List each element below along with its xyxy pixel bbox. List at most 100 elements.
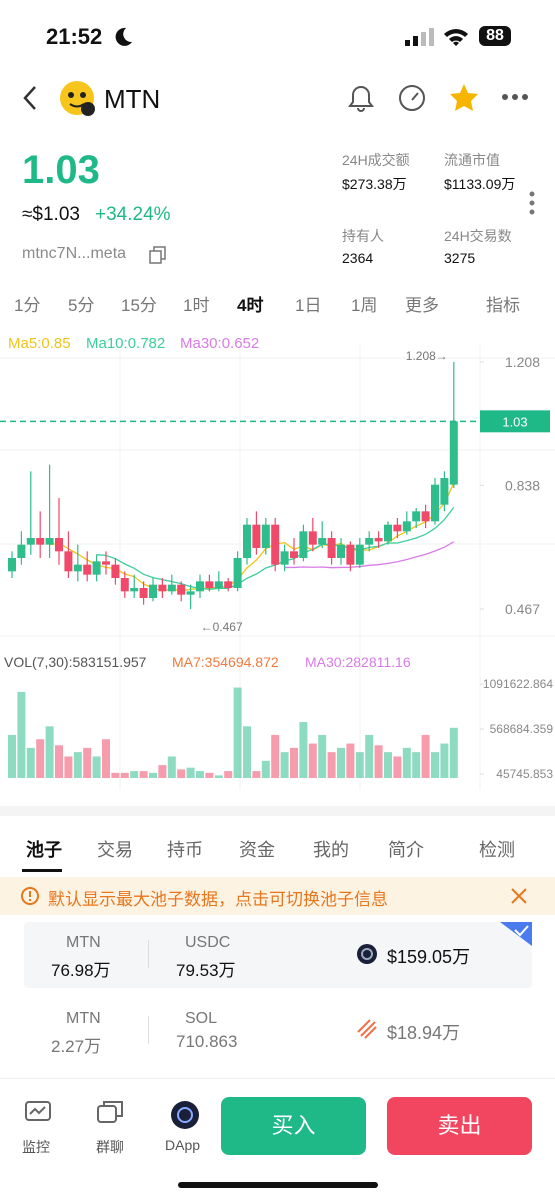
volume-bar [64,756,73,778]
nav-label[interactable]: DApp [165,1137,201,1153]
section-tab[interactable]: 资金 [239,840,275,860]
volume-bar [167,756,176,778]
pool-amount: 76.98万 [51,961,111,980]
back-button[interactable] [20,84,40,112]
volume-bar [73,752,82,778]
volume-bar [271,734,280,778]
current-price-label: 1.03 [502,414,527,429]
dapp-icon[interactable] [170,1100,200,1130]
more-icon[interactable] [502,93,528,101]
kline-chart: 0.467 0.838 1.208 45745.853 568684.359 109162… [0,335,555,790]
candle-body [177,584,186,595]
volume-bar [346,743,355,778]
pool-selected[interactable] [24,922,532,988]
volume-bar [308,743,317,778]
selected-check [500,922,532,946]
candle-body [196,581,204,592]
section-tab[interactable]: 池子 [26,840,62,860]
volume-bar [355,752,364,778]
candle-body [412,511,421,522]
timeframe-tab[interactable]: 1周 [351,296,378,315]
ma-label: Ma30:0.652 [180,335,259,352]
nav-label[interactable]: 群聊 [96,1139,124,1155]
volume-bar [365,734,374,778]
timeframe-tab[interactable]: 1日 [295,296,322,315]
ma-label: Ma10:0.782 [86,335,165,352]
notice-close[interactable] [510,887,528,905]
token-logo [60,81,95,116]
candle-body [318,538,327,545]
pool-icon [357,1019,377,1039]
timeframe-tab[interactable]: 4时 [237,296,264,315]
candle-body [26,538,35,545]
pool-token: SOL [185,1010,218,1027]
section-tab[interactable]: 交易 [97,840,133,860]
section-tab[interactable]: 我的 [313,840,349,860]
notice-text: 默认显示最大池子数据，点击可切换池子信息 [48,890,388,909]
timeframe-tab[interactable]: 15分 [121,296,157,315]
token-name: MTN [104,84,161,114]
speed-icon[interactable] [397,84,427,112]
volume-bar [26,747,35,778]
timeframe-tab[interactable]: 指标 [486,296,520,315]
volume-bar [412,752,421,778]
candle-body [233,558,242,588]
favorite-icon[interactable] [448,82,480,112]
section-tab[interactable]: 检测 [479,840,515,860]
volume-bar [139,771,148,778]
volume-bar [393,756,402,778]
notice-icon [21,887,39,905]
candle-body [299,531,308,558]
sell-button[interactable]: 卖出 [387,1097,532,1155]
y-tick-label: 0.467 [505,601,540,617]
volume-bar [205,772,214,778]
pool-amount: 2.27万 [51,1037,102,1056]
timeframe-tab[interactable]: 更多 [405,296,439,315]
volume-bar [8,734,16,778]
candle-body [139,588,148,598]
stat-label: 持有人 [342,228,384,244]
volume-bar [158,765,167,778]
volume-bar [130,771,139,778]
stats-more[interactable] [528,190,536,216]
pool-separator [148,1016,149,1044]
timeframe-tab[interactable]: 1时 [183,296,210,315]
signal-icon [405,28,434,46]
section-tab[interactable]: 持币 [167,840,203,860]
ma-label: Ma5:0.85 [8,335,71,352]
volume-bar [299,722,308,778]
candle-body [346,544,355,565]
pool-token: USDC [185,934,231,951]
vol-label: VOL(7,30):583151.957 [4,654,147,670]
candle-body [45,538,54,545]
candle-body [440,478,449,505]
notice-bar[interactable] [0,877,555,915]
candle-body [102,561,110,565]
buy-button[interactable]: 买入 [221,1097,366,1155]
pool-amount: 710.863 [176,1032,238,1051]
address: mtnc7N...meta [22,245,127,262]
timeframe-tab[interactable]: 1分 [14,296,41,315]
candle-body [73,564,82,572]
bell-icon[interactable] [347,84,375,112]
nav-label[interactable]: 监控 [22,1139,50,1155]
monitor-icon[interactable] [24,1100,52,1126]
chat-icon[interactable] [96,1100,126,1126]
volume-bar [55,745,63,778]
candle-body [130,588,139,592]
volume-bar [440,743,449,778]
timeframe-tab[interactable]: 5分 [68,296,95,315]
vol-tick-label: 568684.359 [490,722,554,736]
copy-icon[interactable] [148,245,168,265]
candle-body [186,591,195,595]
vol-tick-label: 1091622.864 [483,677,553,691]
candle-body [271,524,280,565]
section-tab[interactable]: 简介 [388,840,424,860]
volume-bar [252,771,261,778]
stat-value: $273.38万 [342,176,407,192]
candle-body [290,551,298,558]
volume-bar [149,772,157,778]
candle-body [327,538,336,558]
tab-indicator [22,869,62,872]
